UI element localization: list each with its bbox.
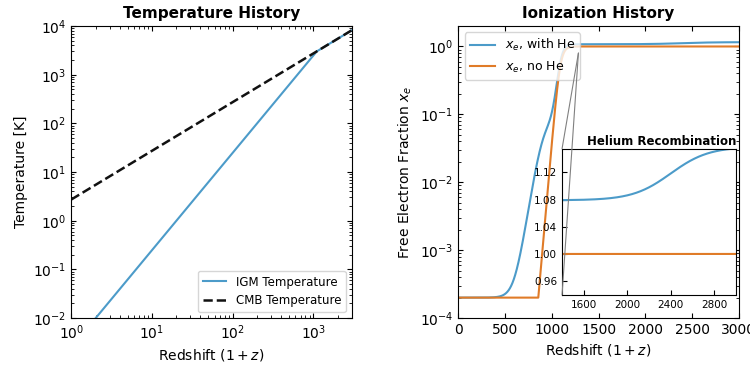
Line: $x_e$, with He: $x_e$, with He [458,42,739,298]
Legend: $x_e$, with He, $x_e$, no He: $x_e$, with He, $x_e$, no He [464,32,580,80]
$x_e$, with He [455,295,464,300]
$x_e$, with He [591,42,600,46]
X-axis label: Redshift $(1+z)$: Redshift $(1+z)$ [545,343,652,359]
$x_e$, no He [509,295,518,300]
Legend: IGM Temperature, CMB Temperature: IGM Temperature, CMB Temperature [198,271,346,312]
CMB Temperature [67,197,76,202]
$x_e$, no He [651,44,660,49]
$x_e$, with He [719,40,728,45]
Y-axis label: Free Electron Fraction $x_e$: Free Electron Fraction $x_e$ [397,85,415,259]
$x_e$, no He [734,44,743,49]
IGM Temperature [287,79,296,83]
CMB Temperature [287,64,296,68]
Line: CMB Temperature: CMB Temperature [71,30,352,199]
$x_e$, no He [719,44,728,49]
IGM Temperature [81,328,90,333]
X-axis label: Redshift $(1+z)$: Redshift $(1+z)$ [158,347,265,363]
$x_e$, no He [454,295,463,300]
IGM Temperature [339,33,348,38]
$x_e$, no He [455,295,464,300]
$x_e$, no He [591,44,600,49]
$x_e$, with He [454,295,463,300]
CMB Temperature [81,189,90,193]
IGM Temperature [67,345,76,350]
IGM Temperature [203,181,212,185]
CMB Temperature [203,115,212,119]
CMB Temperature [347,28,356,32]
Title: Temperature History: Temperature History [123,6,300,21]
$x_e$, with He [734,40,743,44]
$x_e$, no He [466,295,475,300]
$x_e$, with He [509,279,518,283]
$x_e$, with He [466,295,475,300]
IGM Temperature [339,33,348,38]
IGM Temperature [196,190,205,194]
CMB Temperature [339,33,348,38]
IGM Temperature [347,28,356,32]
$x_e$, with He [470,295,479,300]
Line: $x_e$, no He: $x_e$, no He [458,46,739,298]
CMB Temperature [196,119,205,124]
Title: Ionization History: Ionization History [522,6,675,21]
Line: IGM Temperature: IGM Temperature [71,30,352,347]
Y-axis label: Temperature [K]: Temperature [K] [13,116,28,228]
CMB Temperature [339,33,348,38]
$x_e$, no He [470,295,479,300]
